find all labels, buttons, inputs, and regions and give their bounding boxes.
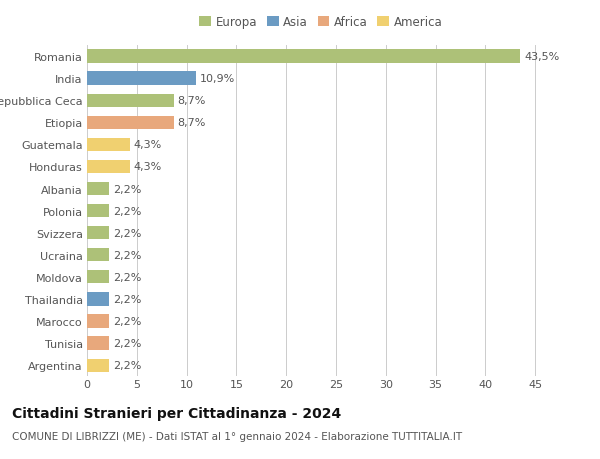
Bar [87,161,130,174]
Text: 2,2%: 2,2% [113,360,141,370]
Bar [87,139,130,151]
Legend: Europa, Asia, Africa, America: Europa, Asia, Africa, America [194,11,448,34]
Bar [87,359,109,372]
Bar [87,293,109,306]
Text: 2,2%: 2,2% [113,294,141,304]
Text: 8,7%: 8,7% [178,96,206,106]
Text: Cittadini Stranieri per Cittadinanza - 2024: Cittadini Stranieri per Cittadinanza - 2… [12,406,341,420]
Bar [87,337,109,350]
Text: 8,7%: 8,7% [178,118,206,128]
Text: 10,9%: 10,9% [200,74,235,84]
Text: 4,3%: 4,3% [134,162,162,172]
Bar [87,117,173,129]
Bar [87,50,520,63]
Bar [87,205,109,218]
Text: 2,2%: 2,2% [113,338,141,348]
Text: 2,2%: 2,2% [113,228,141,238]
Bar [87,271,109,284]
Bar [87,73,196,85]
Text: 2,2%: 2,2% [113,250,141,260]
Text: 2,2%: 2,2% [113,184,141,194]
Text: 2,2%: 2,2% [113,206,141,216]
Text: 4,3%: 4,3% [134,140,162,150]
Text: 43,5%: 43,5% [524,52,559,62]
Bar [87,249,109,262]
Text: 2,2%: 2,2% [113,316,141,326]
Text: 2,2%: 2,2% [113,272,141,282]
Bar [87,95,173,107]
Text: COMUNE DI LIBRIZZI (ME) - Dati ISTAT al 1° gennaio 2024 - Elaborazione TUTTITALI: COMUNE DI LIBRIZZI (ME) - Dati ISTAT al … [12,431,462,442]
Bar [87,183,109,196]
Bar [87,227,109,240]
Bar [87,315,109,328]
